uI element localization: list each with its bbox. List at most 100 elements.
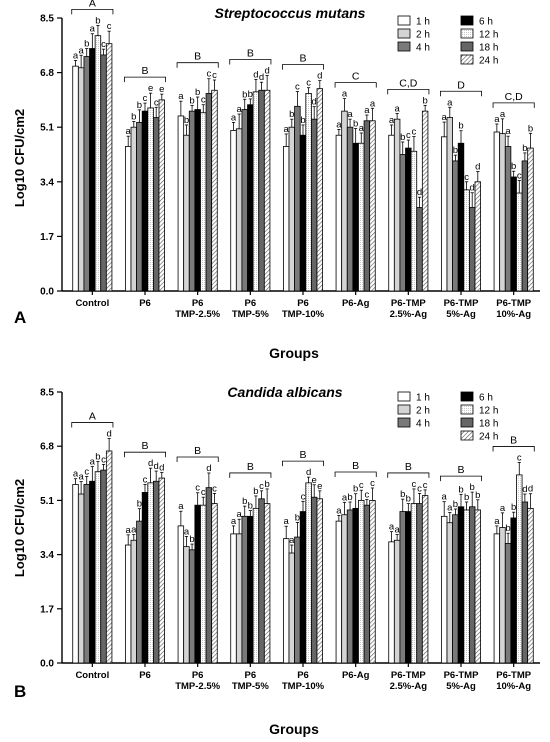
panel-b-xlabel: Groups (269, 721, 319, 737)
panel-b: B Candida albicans Log10 CFU/cm2 Groups … (12, 384, 540, 737)
bar-6h (194, 109, 201, 292)
stat-letter: a (442, 492, 448, 503)
group-bracket (282, 64, 324, 70)
legend-swatch (460, 404, 474, 415)
bar-24h (316, 498, 323, 664)
bar-4h (504, 543, 512, 664)
legend-label: 6 h (479, 17, 493, 28)
panel-a: A Streptococcus mutans Log10 CFU/cm2 Gro… (12, 0, 540, 361)
bar-2h (77, 493, 85, 664)
group-letter: C (352, 71, 360, 83)
y-tick-label: 3.4 (40, 550, 54, 561)
group-letter: D (457, 79, 465, 91)
stat-letter: b (189, 534, 194, 545)
group-letter: B (299, 449, 306, 461)
stat-letter: b (248, 89, 253, 100)
bar-6h (141, 492, 149, 664)
y-tick-label: 1.7 (40, 232, 54, 243)
bar-1h (125, 146, 132, 292)
bar-18h (310, 496, 318, 664)
legend-label: 1 h (416, 393, 430, 404)
panel-a-xaxis: Control P6 P6 TMP-2.5% P6 TMP-5% P6 TMP-10% P6-A… (62, 290, 540, 320)
bar-18h (521, 160, 529, 292)
x-tick-label: P6-TMP 10%-Ag (496, 298, 532, 320)
bar-12h (410, 503, 418, 664)
bar-1h (282, 146, 290, 292)
bar-1h (440, 515, 448, 664)
group-bracket (334, 82, 377, 88)
stat-letter: a (336, 505, 342, 516)
stat-letter: b (464, 492, 469, 503)
group-bracket (282, 460, 324, 467)
stat-letter: e (148, 83, 153, 94)
stat-letter: a (73, 469, 79, 480)
bar-4h (452, 514, 459, 664)
legend-label: 18 h (479, 43, 498, 54)
legend-label: 2 h (416, 30, 430, 41)
bar-2h (130, 539, 137, 664)
bar-6h (510, 176, 517, 292)
bar-12h (147, 482, 154, 664)
stat-letter: b (131, 111, 136, 122)
bar-4h (83, 484, 90, 664)
bar-18h (521, 501, 529, 664)
panel-b-legend: 1 h 2 h 4 h 6 h 12 h 18 h 24 h (397, 391, 498, 443)
legend-label: 1 h (416, 17, 430, 28)
bar-6h (405, 511, 412, 664)
bar-18h (152, 480, 160, 664)
bar-18h (100, 54, 107, 292)
panel-b-title: Candida albicans (227, 384, 342, 400)
bar-6h (299, 134, 307, 292)
stat-letter: c (143, 474, 148, 485)
group-letter: B (247, 461, 254, 473)
bar-4h (241, 515, 248, 664)
bar-24h (211, 503, 218, 664)
stat-letter: b (347, 492, 352, 503)
stat-letter: c (143, 93, 148, 104)
stat-letter: d (264, 65, 269, 76)
bar-1h (177, 525, 185, 664)
bar-4h (136, 121, 143, 292)
bar-12h (358, 499, 365, 664)
bar-4h (399, 511, 406, 664)
stat-letter: e (317, 481, 322, 492)
legend-swatch (397, 417, 411, 428)
stat-letter: b (242, 89, 247, 100)
stat-letter: a (184, 526, 190, 537)
stat-letter: c (101, 454, 106, 465)
legend-swatch (397, 404, 411, 415)
bar-6h (247, 104, 254, 292)
bar-2h (446, 117, 453, 292)
bar-4h (188, 549, 196, 664)
group-letter: B (457, 464, 464, 476)
stat-letter: b (353, 118, 358, 129)
bar-1h (493, 131, 501, 292)
stat-letter: a (394, 103, 400, 114)
stat-letter: c (417, 483, 422, 494)
x-tick-label: P6 TMP-10% (282, 298, 325, 320)
panel-a-xlabel: Groups (269, 345, 319, 361)
panel-a-brackets: A B B B B C C,D D C,D (71, 0, 535, 108)
stat-letter: c (84, 466, 89, 477)
stat-letter: b (511, 502, 516, 513)
stat-letter: a (231, 516, 237, 527)
legend-swatch (397, 15, 411, 26)
group-letter: B (405, 461, 412, 473)
bar-18h (100, 469, 107, 664)
bar-24h (527, 507, 534, 664)
bar-24h (263, 89, 271, 292)
legend-swatch (460, 41, 474, 52)
bar-6h (141, 110, 149, 292)
stat-letter: b (453, 145, 458, 156)
legend-label: 2 h (416, 406, 430, 417)
group-letter: B (510, 434, 517, 446)
stat-letter: a (78, 45, 84, 56)
legend-swatch (460, 417, 474, 428)
bar-2h (446, 522, 453, 664)
stat-letter: a (284, 516, 290, 527)
stat-letter: c (206, 69, 211, 80)
group-letter: C,D (399, 77, 418, 89)
stat-letter: b (189, 95, 194, 106)
bar-12h (358, 142, 365, 292)
bar-1h (388, 541, 395, 664)
